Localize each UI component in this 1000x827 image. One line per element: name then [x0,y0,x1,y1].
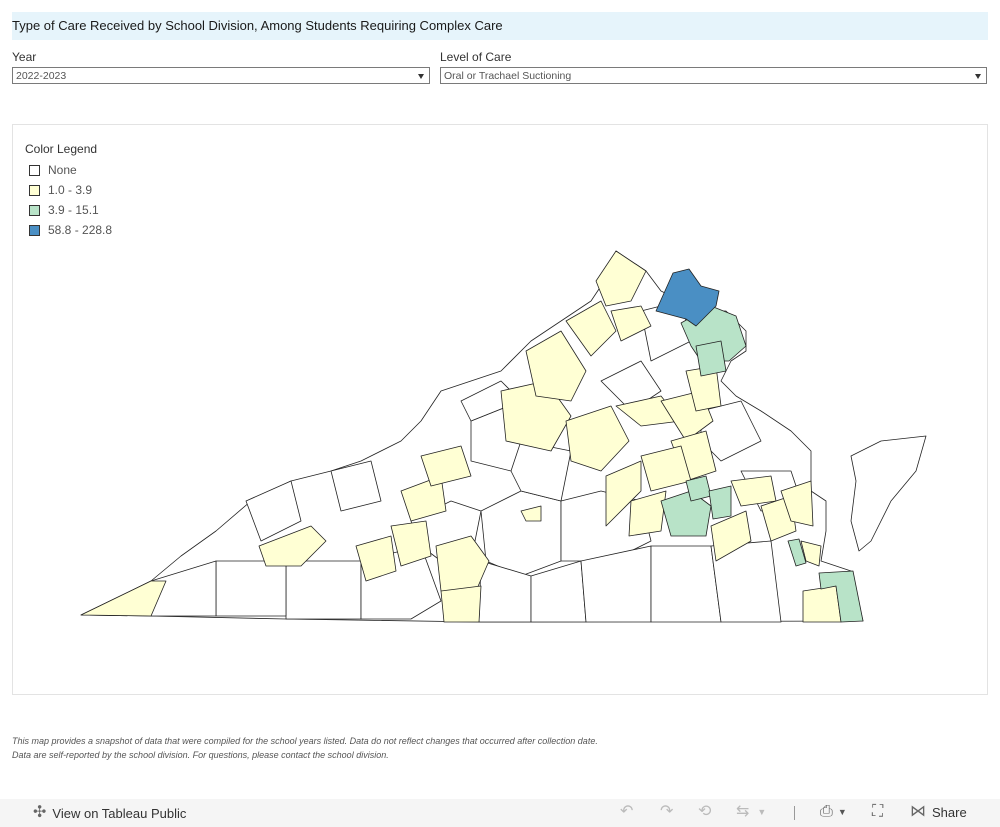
legend-item-mid[interactable]: 3.9 - 15.1 [25,200,112,220]
legend-label: 3.9 - 15.1 [48,203,99,217]
year-filter: Year 2022-2023 [12,50,430,84]
share-button[interactable]: ⋈ Share [910,804,967,820]
refresh-button[interactable]: ⇆ ▼ [736,804,766,820]
tableau-toolbar: ✣ View on Tableau Public ↶ ↷ ⟲ ⇆ ▼ ⎙ ▼ ⛶… [0,799,1000,827]
legend-label: 58.8 - 228.8 [48,223,113,237]
division-low [800,540,822,567]
division-low [610,305,652,342]
division-low [440,585,482,623]
view-on-tableau-public-button[interactable]: ✣ View on Tableau Public [33,805,186,821]
division-mid [818,570,864,623]
undo-icon: ↶ [620,803,634,820]
division-mid [660,490,712,537]
share-label: Share [932,804,967,820]
division [710,540,782,623]
division-low [355,535,397,582]
level-of-care-filter-label: Level of Care [440,50,512,64]
division-low [605,460,642,527]
division-low [628,490,667,537]
redo-icon: ↷ [660,803,674,820]
year-filter-label: Year [12,50,37,64]
division-mid [695,340,727,377]
division [245,480,302,542]
division [330,460,382,512]
division [650,545,722,623]
division [215,560,287,617]
undo-button[interactable]: ↶ [620,804,633,820]
division-low [525,330,587,402]
chevron-down-icon: ▼ [757,807,767,817]
tableau-icon: ✣ [33,804,47,821]
chevron-down-icon: ▼ [837,807,847,817]
legend-item-high[interactable]: 58.8 - 228.8 [25,220,112,240]
division-mid [685,475,712,502]
eastern-shore [850,435,927,552]
legend-label: 1.0 - 3.9 [48,183,93,197]
division-low [595,250,647,307]
division-low [258,525,327,567]
division-low [802,585,842,623]
division-low [420,445,472,487]
fullscreen-icon: ⛶ [872,803,884,820]
download-button[interactable]: ⎙ ▼ [820,804,847,820]
footnote-line: This map provides a snapshot of data tha… [12,736,598,746]
level-of-care-select-value: Oral or Trachael Suctioning [444,70,572,82]
division-high [655,268,720,327]
division-low [565,405,630,472]
division-low [780,480,814,527]
division [600,360,662,412]
legend-label: None [48,163,77,177]
division-low [390,520,432,567]
level-of-care-select[interactable]: Oral or Trachael Suctioning [440,67,987,84]
division-mid [708,485,732,520]
chevron-down-icon [418,74,424,79]
footnote-line: Data are self-reported by the school div… [12,750,389,760]
legend-swatch [29,204,40,216]
division [510,440,572,502]
division-low [710,510,752,562]
division-low [435,535,490,592]
legend-swatch [29,164,40,176]
color-legend: Color Legend None 1.0 - 3.9 3.9 - 15.1 5… [25,142,112,240]
division [285,560,362,620]
year-select[interactable]: 2022-2023 [12,67,430,84]
footnote: This map provides a snapshot of data tha… [12,734,598,762]
legend-item-low[interactable]: 1.0 - 3.9 [25,180,112,200]
page-title: Type of Care Received by School Division… [12,12,988,40]
share-icon: ⋈ [910,803,926,820]
legend-item-none[interactable]: None [25,160,112,180]
level-of-care-filter: Level of Care Oral or Trachael Suctionin… [440,50,987,84]
division-low [80,580,167,617]
division-mid [787,538,807,567]
download-icon: ⎙ [820,803,833,820]
chevron-down-icon [975,74,981,79]
legend-swatch [29,184,40,196]
revert-button[interactable]: ⟲ [698,804,711,820]
legend-swatch [29,224,40,236]
division-low [565,300,617,357]
fullscreen-button[interactable]: ⛶ [872,804,883,820]
virginia-school-division-map [80,250,927,623]
division-low [400,475,447,522]
map-panel: Color Legend None 1.0 - 3.9 3.9 - 15.1 5… [12,124,988,695]
view-on-tableau-public-label: View on Tableau Public [52,805,187,821]
legend-title: Color Legend [25,142,98,156]
refresh-icon: ⇆ [736,803,750,820]
toolbar-divider [794,806,795,820]
redo-button[interactable]: ↷ [660,804,673,820]
revert-icon: ⟲ [698,803,712,820]
year-select-value: 2022-2023 [16,70,67,82]
division-low [520,505,542,522]
